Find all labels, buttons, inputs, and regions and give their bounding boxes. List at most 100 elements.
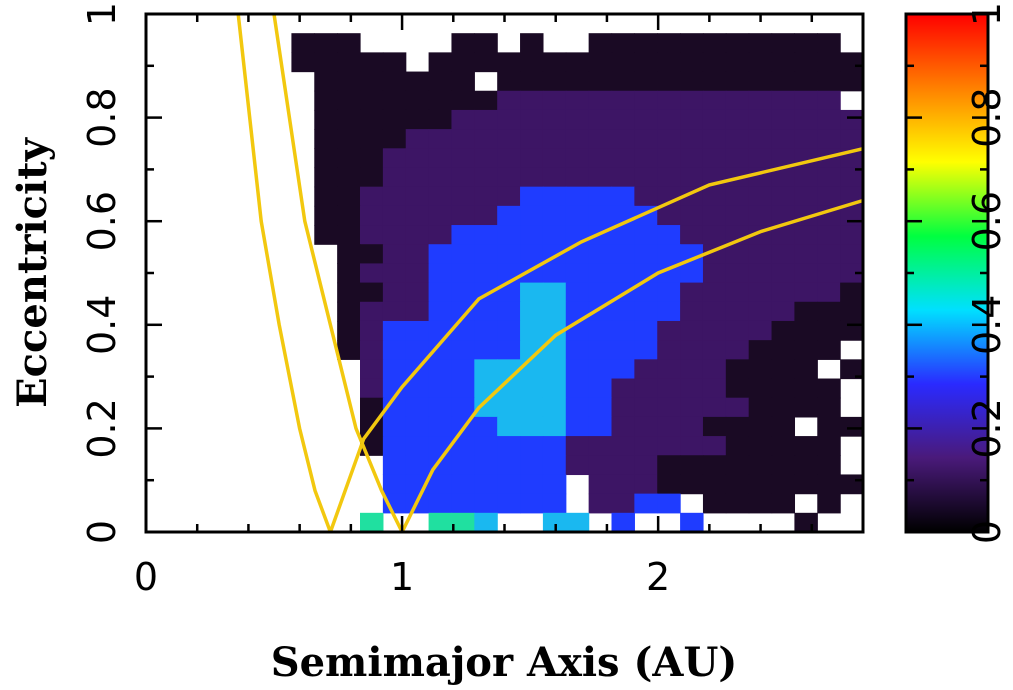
heatmap-cell (702, 455, 727, 476)
heatmap-cell (817, 167, 841, 188)
heatmap-cell (451, 263, 475, 284)
heatmap-cell (725, 493, 750, 514)
heatmap-cell (634, 359, 658, 380)
heatmap-cell (565, 455, 590, 476)
heatmap-cell (520, 474, 544, 495)
heatmap-cell (611, 493, 635, 514)
heatmap-cell (497, 90, 521, 111)
heatmap-cell (611, 340, 635, 360)
heatmap-cell (565, 52, 590, 73)
heatmap-cell (840, 474, 864, 495)
heatmap-cell (382, 167, 407, 188)
heatmap-cell (748, 205, 773, 226)
heatmap-cell (360, 397, 384, 418)
heatmap-cell (611, 474, 635, 495)
heatmap-cell (680, 167, 704, 188)
heatmap-cell (588, 52, 613, 73)
heatmap-cell (520, 282, 544, 303)
heatmap-cell (337, 282, 361, 303)
heatmap-cell (794, 320, 818, 341)
heatmap-cell (451, 33, 475, 53)
heatmap-cell (542, 359, 567, 380)
heatmap-cell (771, 359, 796, 380)
heatmap-cell (840, 244, 864, 265)
heatmap-cell (817, 340, 841, 360)
heatmap-cell (360, 359, 384, 380)
heatmap-cell (611, 167, 635, 188)
heatmap-cell (360, 320, 384, 341)
heatmap-cell (520, 109, 544, 130)
heatmap-cell (702, 359, 727, 380)
heatmap-cell (474, 436, 498, 456)
heatmap-cell (474, 416, 498, 437)
heatmap-cell (794, 282, 818, 303)
heatmap-cell (451, 52, 475, 73)
heatmap-cell (611, 109, 635, 130)
heatmap-cell (771, 186, 796, 207)
heatmap-cell (748, 320, 773, 341)
heatmap-cell (588, 167, 613, 188)
heatmap-cell (840, 109, 864, 130)
heatmap-cell (702, 129, 727, 149)
heatmap-cell (725, 397, 750, 418)
heatmap-cell (474, 244, 498, 265)
heatmap-cell (360, 263, 384, 284)
heatmap-cell (725, 109, 750, 130)
heatmap-cell (817, 493, 841, 514)
heatmap-cell (474, 167, 498, 188)
heatmap-cell (520, 225, 544, 245)
heatmap-cell (840, 71, 864, 92)
heatmap-cell (771, 436, 796, 456)
heatmap-cell (817, 109, 841, 130)
heatmap-cell (611, 52, 635, 73)
heatmap-cell (474, 397, 498, 418)
heatmap-cell (748, 340, 773, 360)
heatmap-cell (611, 148, 635, 169)
heatmap-cell (337, 71, 361, 92)
heatmap-cell (817, 225, 841, 245)
heatmap-cell (565, 167, 590, 188)
heatmap-cell (428, 148, 453, 169)
heatmap-cell (542, 71, 567, 92)
heatmap-cell (405, 167, 430, 188)
heatmap-cell (360, 512, 384, 533)
heatmap-cell (565, 378, 590, 399)
heatmap-cell (794, 129, 818, 149)
heatmap-cell (382, 320, 407, 341)
heatmap-cell (360, 282, 384, 303)
overlay-curve (328, 146, 864, 533)
heatmap-cell (748, 186, 773, 207)
heatmap-cell (794, 109, 818, 130)
heatmap-cell (565, 148, 590, 169)
heatmap-cell (451, 90, 475, 111)
heatmap-cell (680, 512, 704, 533)
heatmap-cell (542, 129, 567, 149)
heatmap-cell (451, 282, 475, 303)
heatmap-cell (817, 244, 841, 265)
heatmap-cell (588, 71, 613, 92)
heatmap-cell (337, 186, 361, 207)
heatmap-cell (725, 186, 750, 207)
heatmap-cell (382, 225, 407, 245)
heatmap-cell (520, 378, 544, 399)
heatmap-cell (588, 340, 613, 360)
heatmap-cell (657, 340, 681, 360)
heatmap-cell (680, 225, 704, 245)
heatmap-cell (382, 301, 407, 322)
heatmap-cell (634, 340, 658, 360)
heatmap-cell (657, 455, 681, 476)
heatmap-cell (291, 52, 315, 73)
heatmap-cell (657, 225, 681, 245)
heatmap-cell (588, 397, 613, 418)
heatmap-cell (611, 397, 635, 418)
heatmap-cell (451, 436, 475, 456)
heatmap-cell (497, 493, 521, 514)
heatmap-cell (840, 167, 864, 188)
heatmap-cell (817, 33, 841, 53)
heatmap-cell (817, 397, 841, 418)
heatmap-cell (542, 263, 567, 284)
heatmap-cell (474, 52, 498, 73)
heatmap-cell (794, 512, 818, 533)
heatmap-cell (817, 455, 841, 476)
heatmap-cell (451, 378, 475, 399)
